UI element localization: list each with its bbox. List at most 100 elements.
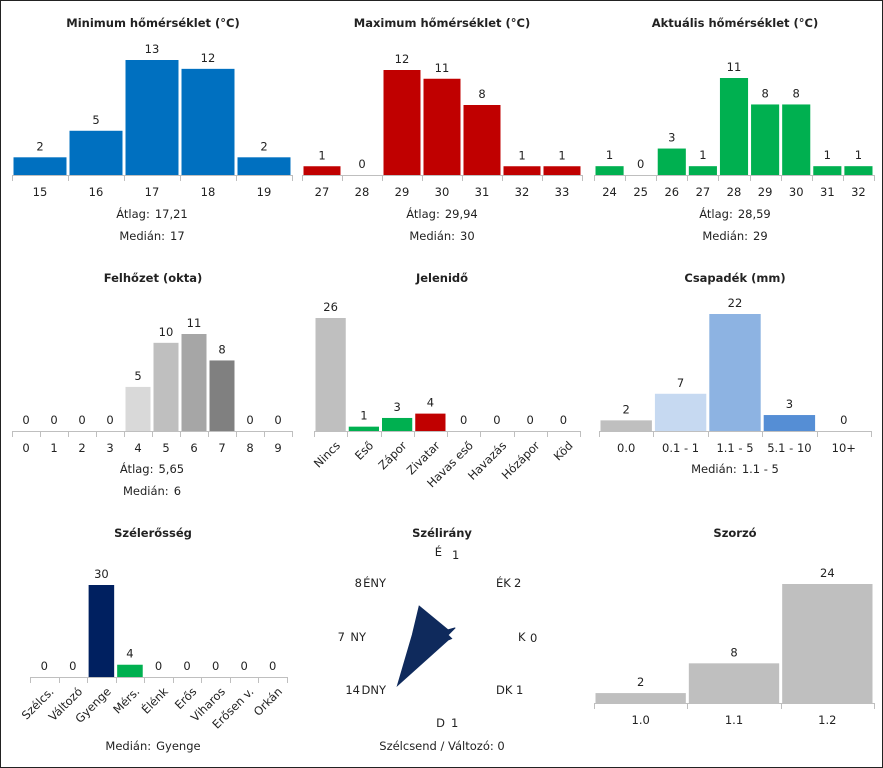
tick-label: 4 [134,441,141,455]
direction-label: É [435,544,442,559]
chart-mult: Szorzó 2 1.0 8 1.1 24 1.2 [594,526,875,727]
wind-direction-polygon [396,605,456,688]
data-label: 3 [786,397,793,411]
stat-label: Medián: [691,462,737,476]
bar-min-4 [237,157,291,175]
data-label: 0 [560,413,567,427]
bar-max-0 [303,166,341,175]
bar-max-5 [503,166,541,175]
stat-label: Medián: [105,739,151,753]
data-label: 22 [728,296,743,310]
tick-label: 8 [246,441,253,455]
tick-label: Nincs [311,438,343,470]
data-label: 11 [435,61,450,75]
direction-label: D [436,716,445,730]
tick-label: Eső [352,438,376,462]
tick-label: 32 [515,185,530,199]
data-label: 1 [855,148,862,162]
chart-title: Jelenidő [415,271,468,285]
data-label: 0 [50,413,57,427]
tick-label: 28 [727,185,742,199]
stat-value: 29,94 [445,207,478,221]
tick-label: 3 [106,441,113,455]
stat-value: 17,21 [155,207,188,221]
bar-precip-3 [763,415,816,431]
stat-label: Átlag: [116,206,150,221]
bar-max-4 [463,105,501,175]
data-label: 8 [793,86,800,100]
chart-title: Maximum hőmérséklet (°C) [354,16,531,30]
data-label: 0 [274,413,281,427]
tick-label: 33 [555,185,570,199]
data-label: 0 [840,413,847,427]
data-label: 2 [623,402,630,416]
data-label: 1 [699,148,706,162]
bar-wind-3 [117,664,143,677]
direction-count: 2 [514,576,521,590]
bar-min-1 [69,130,123,175]
bar-act-5 [751,104,780,175]
data-label: 0 [241,659,248,673]
tick-label: Élénk [138,684,171,717]
tick-label: 29 [395,185,410,199]
data-label: 2 [260,139,267,153]
bar-mult-0 [595,693,686,703]
data-label: 0 [637,157,644,171]
bar-cloud-7 [209,360,235,431]
stat-line: Medián: 1.1 - 5 [691,462,779,476]
data-label: 0 [269,659,276,673]
tick-label: 31 [475,185,490,199]
stat-line: Medián: 17 [119,229,184,243]
bar-cloud-5 [153,342,179,431]
tick-label: 30 [435,185,450,199]
tick-label: 6 [190,441,197,455]
data-label: 0 [493,413,500,427]
bar-act-0 [595,166,624,175]
tick-label: 16 [89,185,104,199]
data-label: 8 [218,342,225,356]
data-label: 24 [820,566,835,580]
tick-label: 32 [851,185,866,199]
tick-label: Orkán [251,684,285,718]
data-label: 0 [155,659,162,673]
tick-label: 30 [789,185,804,199]
direction-label: DK [496,683,513,697]
stat-label: Medián: [409,229,455,243]
bar-wind-2 [88,585,115,677]
tick-label: 26 [664,185,679,199]
data-label: 0 [212,659,219,673]
chart-title: Szorzó [713,526,756,540]
tick-label: 18 [201,185,216,199]
stat-value: 5,65 [158,462,184,476]
stat-line: Átlag: 28,59 [699,206,771,221]
data-label: 10 [159,325,174,339]
bar-act-6 [782,104,811,175]
data-label: 4 [126,647,133,661]
tick-label: 1.1 - 5 [716,441,753,455]
chart-title: Felhőzet (okta) [104,271,203,285]
bar-act-7 [813,166,842,175]
chart-title: Minimum hőmérséklet (°C) [66,16,239,30]
bar-act-3 [688,166,717,175]
data-label: 0 [358,157,365,171]
data-label: 3 [393,400,400,414]
tick-label: 7 [218,441,225,455]
tick-label: 27 [315,185,330,199]
tick-label: 28 [355,185,370,199]
data-label: 1 [518,148,525,162]
data-label: 1 [360,409,367,423]
data-label: 12 [395,52,410,66]
tick-label: Mérs. [110,684,142,716]
stat-line: Átlag: 5,65 [120,461,184,476]
stat-value: 17 [170,229,185,243]
bar-cloud-6 [181,334,207,431]
data-label: 0 [526,413,533,427]
stat-line: Medián: 6 [123,484,181,498]
stat-value: 28,59 [738,207,771,221]
tick-label: Köd [551,438,576,463]
data-label: 4 [427,396,434,410]
stat-label: Medián: [119,229,165,243]
data-label: 30 [94,567,109,581]
tick-label: 5 [162,441,169,455]
